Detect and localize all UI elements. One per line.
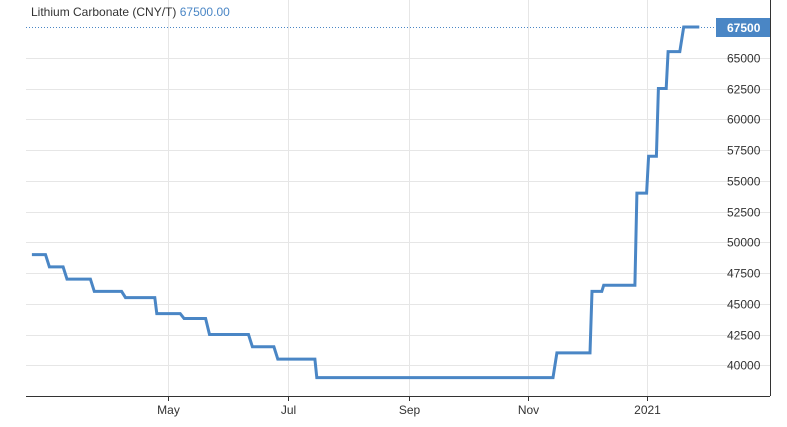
y-tick-label: 60000 — [727, 113, 761, 127]
grid-lines — [26, 0, 770, 396]
chart-title: Lithium Carbonate (CNY/T) 67500.00 — [31, 5, 230, 19]
y-tick-label: 57500 — [727, 144, 761, 158]
tick-labels: 40000 42500 45000 47500 50000 52500 55000 57500… — [157, 52, 761, 418]
last-value-marker: 67500 — [26, 18, 770, 37]
x-tick-label: Jul — [281, 403, 296, 417]
y-tick-label: 62500 — [727, 83, 761, 97]
y-tick-label: 42500 — [727, 329, 761, 343]
series-layer — [31, 25, 700, 380]
last-value-box — [716, 18, 770, 37]
chart-title-value: 67500.00 — [179, 5, 230, 19]
axes — [26, 0, 771, 401]
x-tick-label: 2021 — [634, 403, 661, 417]
y-tick-label: 50000 — [727, 236, 761, 250]
chart-title-name: Lithium Carbonate (CNY/T) — [31, 5, 177, 19]
y-tick-label: 40000 — [727, 359, 761, 373]
y-tick-label: 47500 — [727, 267, 761, 281]
x-tick-label: Sep — [399, 403, 421, 417]
series-line — [31, 25, 700, 380]
y-tick-label: 55000 — [727, 175, 761, 189]
last-value-label: 67500 — [727, 21, 761, 35]
x-tick-label: May — [157, 403, 180, 417]
y-tick-label: 45000 — [727, 298, 761, 312]
y-tick-label: 65000 — [727, 52, 761, 66]
x-tick-label: Nov — [518, 403, 539, 417]
y-tick-label: 52500 — [727, 206, 761, 220]
